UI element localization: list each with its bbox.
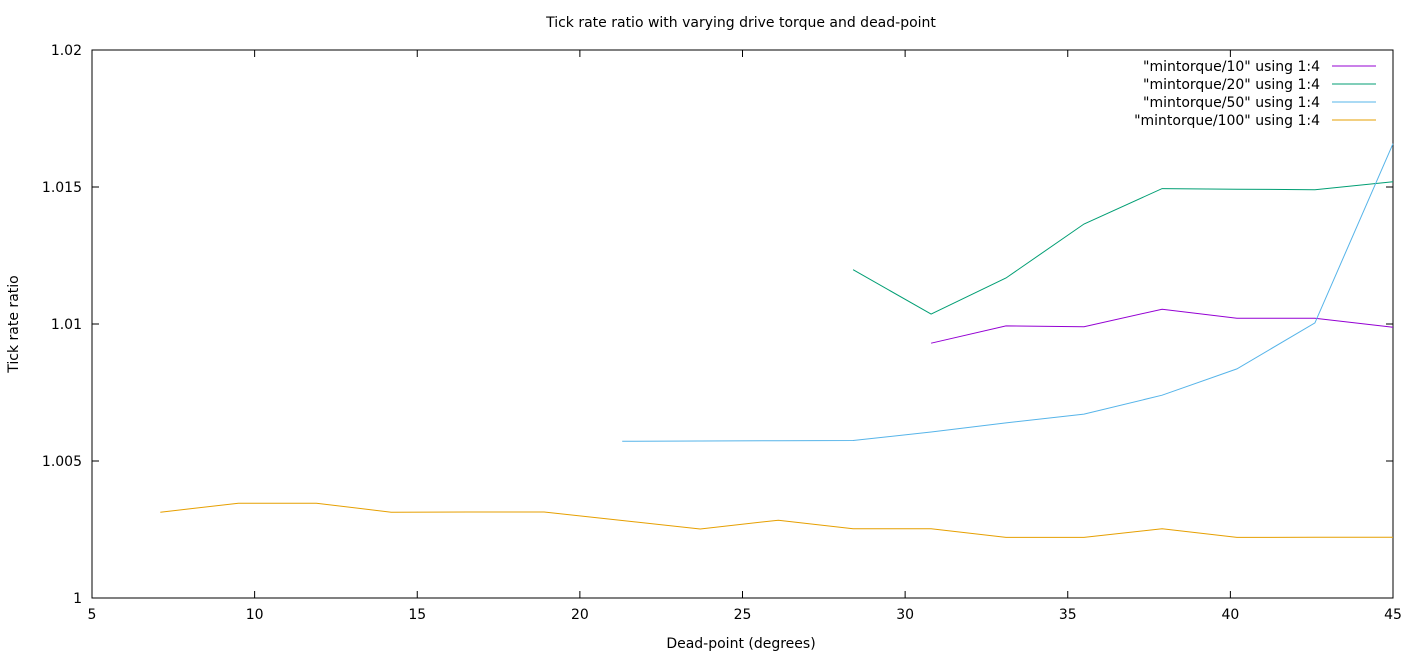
x-tick-label: 40 — [1221, 607, 1239, 623]
x-tick-label: 45 — [1384, 607, 1402, 623]
x-tick-label: 15 — [408, 607, 426, 623]
y-tick-label: 1.02 — [51, 43, 82, 59]
plot-frame — [91, 49, 1394, 599]
axes: 5 10 15 20 25 30 35 40 45 1 1.005 1.01 1.015 1.02 — [42, 43, 1402, 623]
legend-label: "mintorque/100" using 1:4 — [1134, 113, 1320, 129]
x-tick-label: 35 — [1059, 607, 1077, 623]
legend-label: "mintorque/20" using 1:4 — [1143, 77, 1320, 93]
chart-title: Tick rate ratio with varying drive torqu… — [545, 15, 936, 31]
y-tick-label: 1.005 — [42, 454, 82, 470]
legend-label: "mintorque/50" using 1:4 — [1143, 95, 1320, 111]
x-tick-label: 30 — [896, 607, 914, 623]
x-tick-label: 10 — [246, 607, 264, 623]
series-line-3 — [622, 143, 1394, 442]
y-tick-label: 1.015 — [42, 180, 82, 196]
series-line-1 — [930, 308, 1394, 344]
plot-series — [160, 143, 1394, 538]
y-tick-label: 1.01 — [51, 317, 82, 333]
series-line-4 — [160, 502, 1393, 538]
legend-label: "mintorque/10" using 1:4 — [1143, 59, 1320, 75]
series-line-2 — [852, 181, 1394, 315]
y-tick-label: 1 — [73, 591, 82, 607]
legend: "mintorque/10" using 1:4 "mintorque/20" u… — [1134, 59, 1376, 129]
x-tick-label: 20 — [571, 607, 589, 623]
x-tick-label: 5 — [88, 607, 97, 623]
x-tick-label: 25 — [734, 607, 752, 623]
y-axis-label: Tick rate ratio — [6, 275, 22, 373]
x-axis-label: Dead-point (degrees) — [666, 636, 815, 652]
